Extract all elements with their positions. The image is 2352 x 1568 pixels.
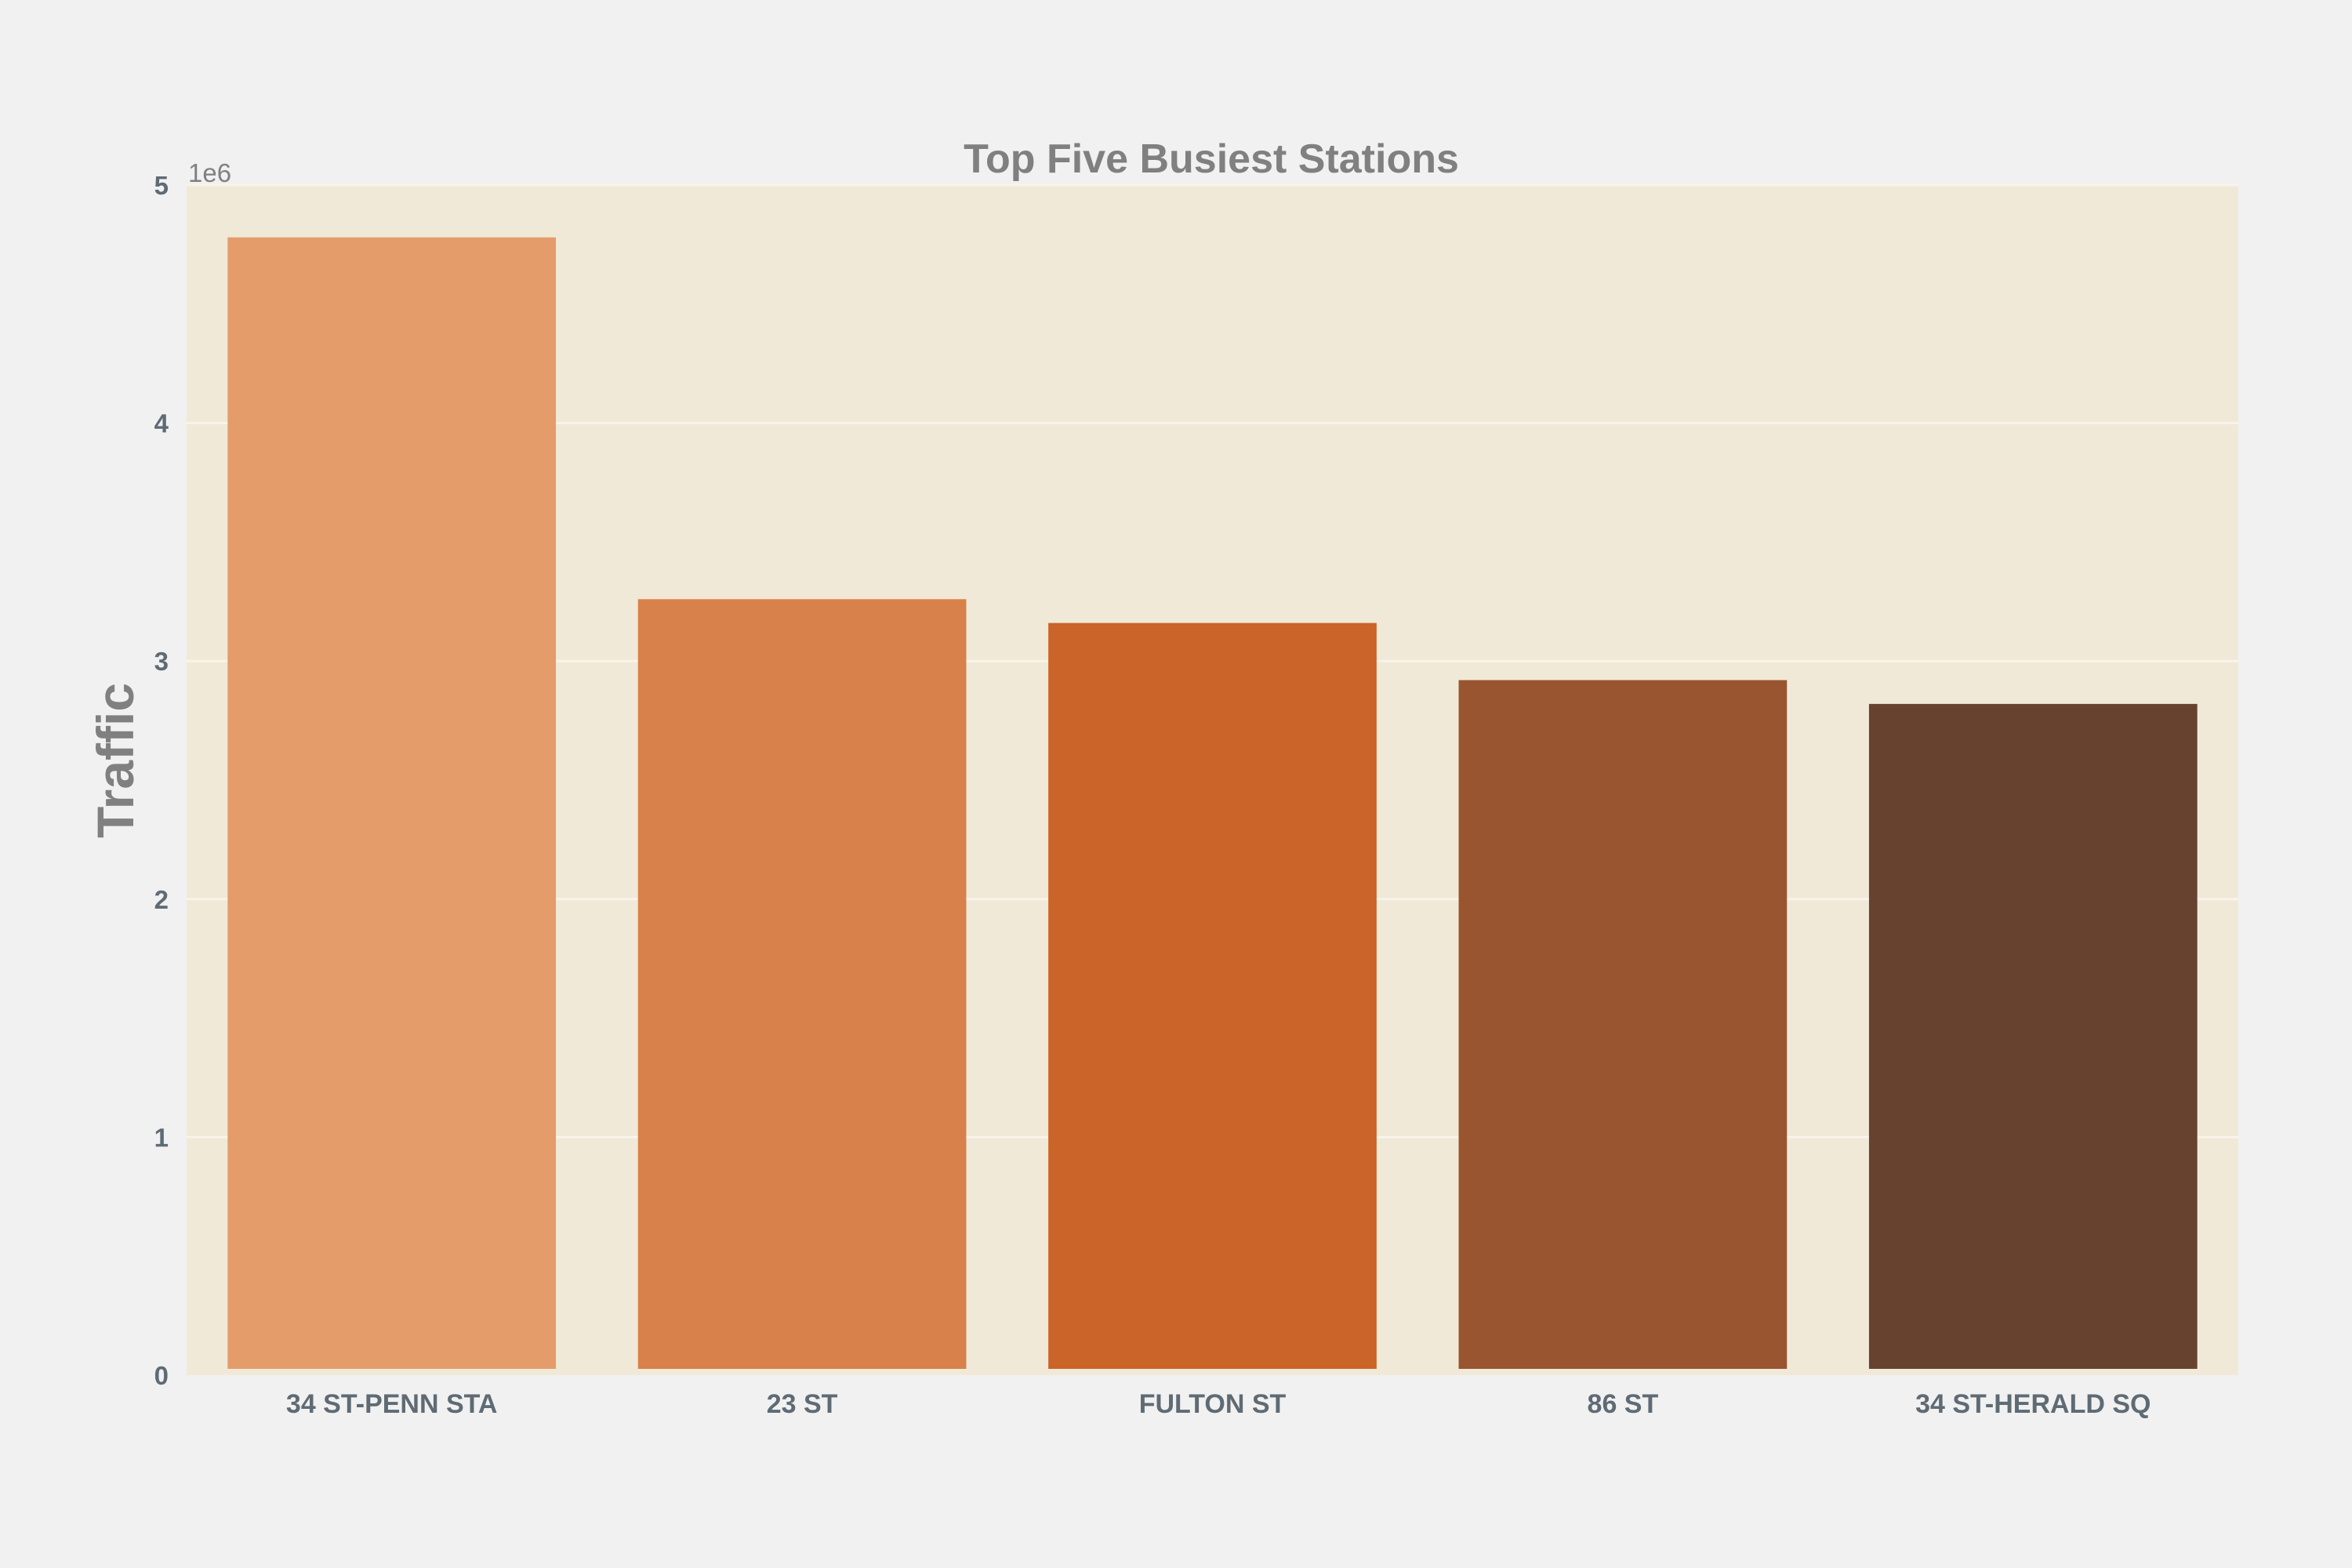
y-tick-label: 2: [154, 885, 169, 914]
bar: [227, 237, 557, 1369]
x-tick-label: 23 ST: [767, 1389, 838, 1419]
x-tick-label: 34 ST-PENN STA: [286, 1389, 498, 1419]
bar: [637, 599, 967, 1369]
y-tick-labels: 0 1 2 3 4 5: [154, 171, 169, 1390]
y-tick-label: 4: [154, 409, 169, 438]
y-axis-label: Traffic: [86, 683, 144, 838]
bar: [1868, 703, 2198, 1369]
x-tick-label: 34 ST-HERALD SQ: [1915, 1389, 2151, 1419]
x-tick-label: FULTON ST: [1139, 1389, 1287, 1419]
x-tick-labels: 34 ST-PENN STA 23 ST FULTON ST 86 ST 34 ST-H…: [286, 1389, 2151, 1419]
y-tick-label: 3: [154, 647, 169, 676]
bar: [1048, 622, 1377, 1369]
y-tick-label: 1: [154, 1123, 169, 1152]
y-axis-offset-label: 1e6: [188, 158, 231, 187]
bars: [227, 237, 2198, 1369]
x-tick-label: 86 ST: [1588, 1389, 1659, 1419]
chart-title: Top Five Busiest Stations: [964, 136, 1459, 182]
bar: [1458, 680, 1788, 1369]
y-tick-label: 0: [154, 1361, 169, 1390]
y-tick-label: 5: [154, 171, 169, 200]
